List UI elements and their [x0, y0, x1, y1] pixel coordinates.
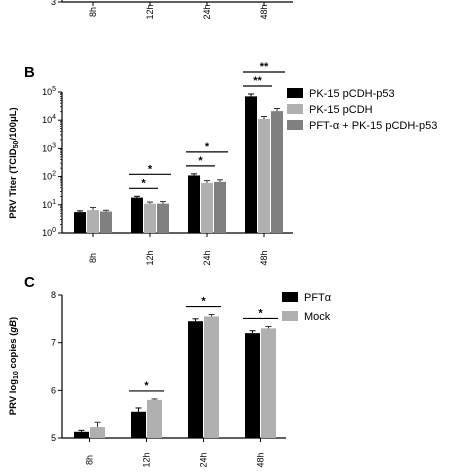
bar: [74, 431, 89, 438]
bar: [188, 175, 200, 233]
significance-label: *: [205, 141, 210, 153]
x-tick-label: 8h: [85, 455, 95, 465]
legend-swatch: [282, 311, 298, 321]
x-tick-label: 48h: [256, 452, 266, 467]
y-tick-label: 10010⁰: [42, 227, 56, 238]
bar: [131, 411, 146, 438]
bar: [214, 181, 226, 233]
x-tick-label: 48h: [259, 250, 269, 265]
y-tick-label: 10310³: [42, 142, 56, 153]
y-tick-label: 8: [51, 290, 56, 300]
bar: [100, 211, 112, 233]
bar: [271, 111, 283, 233]
bar: [157, 203, 169, 233]
significance-label: *: [201, 296, 206, 308]
y-tick-label: 10210²: [42, 171, 56, 182]
bar: [245, 333, 260, 438]
bar: [201, 182, 213, 233]
y-tick-label: 3: [51, 0, 56, 7]
significance-label: *: [141, 177, 146, 189]
panel-label-B: B: [24, 64, 35, 81]
significance-label: *: [198, 155, 203, 167]
bar: [74, 212, 86, 233]
y-tick-label: 6: [51, 385, 56, 395]
y-axis-label: PRV log10 copies (gB): [8, 317, 20, 415]
bar: [204, 316, 219, 438]
bar: [131, 197, 143, 233]
panel-label-C: C: [24, 274, 35, 291]
legend-swatch: [287, 120, 303, 130]
y-tick-label: 10110¹: [42, 199, 56, 210]
bar: [261, 328, 276, 438]
bar: [245, 96, 257, 234]
x-tick-label: 12h: [145, 4, 155, 19]
legend-swatch: [287, 88, 303, 98]
x-tick-label: 8h: [88, 7, 98, 17]
x-tick-label: 12h: [145, 250, 155, 265]
bar: [144, 203, 156, 233]
bar: [87, 210, 99, 233]
significance-label: **: [260, 61, 269, 73]
legend-label: PK-15 pCDH-p53: [309, 88, 395, 100]
y-tick-label: 5: [51, 433, 56, 443]
bar: [188, 321, 203, 438]
x-tick-label: 8h: [88, 253, 98, 263]
legend-label: PFTα: [304, 292, 332, 304]
bar: [258, 119, 270, 233]
legend-swatch: [287, 104, 303, 114]
y-tick-label: 10410⁴: [42, 114, 56, 125]
x-tick-label: 12h: [142, 452, 152, 467]
y-tick-label: 10510⁵: [42, 86, 56, 97]
y-axis-label: PRV Titer (TCID50/100μL): [8, 107, 20, 218]
bar: [90, 427, 105, 438]
legend-swatch: [282, 292, 298, 302]
legend-label: PFT-α + PK-15 pCDH-p53: [309, 120, 437, 132]
significance-label: *: [258, 307, 263, 319]
bar: [147, 399, 162, 438]
x-tick-label: 24h: [199, 452, 209, 467]
significance-label: **: [253, 75, 262, 87]
x-tick-label: 48h: [259, 4, 269, 19]
x-tick-label: 24h: [202, 250, 212, 265]
y-tick-label: 7: [51, 338, 56, 348]
x-tick-label: 24h: [202, 4, 212, 19]
legend-label: PK-15 pCDH: [309, 104, 373, 116]
significance-label: *: [148, 163, 153, 175]
legend-label: Mock: [304, 311, 331, 323]
significance-label: *: [144, 380, 149, 392]
